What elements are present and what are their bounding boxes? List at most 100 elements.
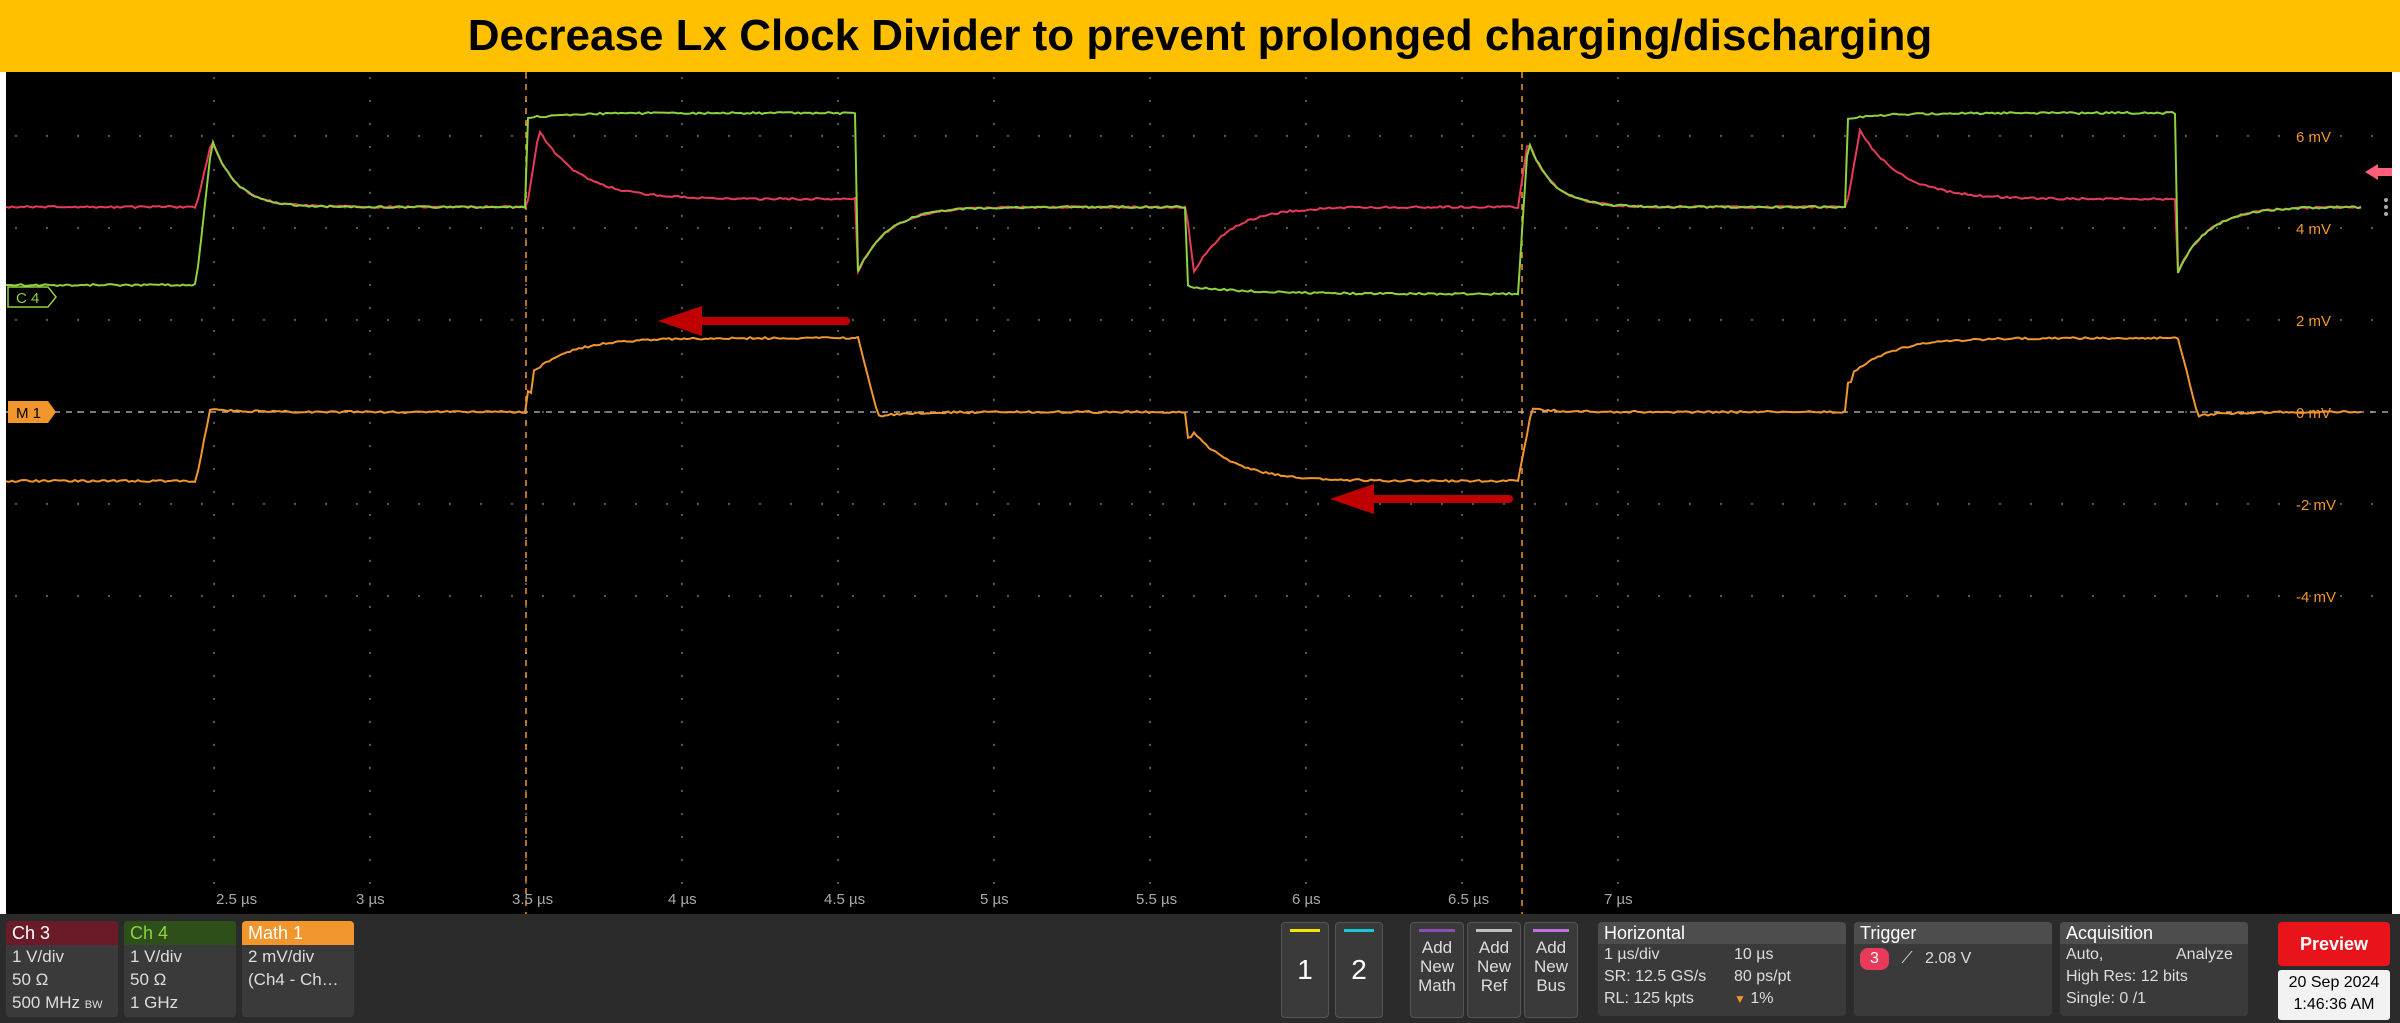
grid-dot [263,319,265,321]
grid-dot [1149,836,1151,838]
c4-marker[interactable]: C 4 [8,287,56,307]
grid-dot [1813,319,1815,321]
grid-dot [759,135,761,137]
acquisition-panel[interactable]: Acquisition Auto, Analyze High Res: 12 bi… [2060,922,2248,1016]
m1-marker[interactable]: M 1 [8,401,56,423]
grid-dot [1617,606,1619,608]
grid-dot [2278,135,2280,137]
grid-dot [294,595,296,597]
grid-dot [525,514,527,516]
grid-dot [213,192,215,194]
grid-dot [1149,77,1151,79]
grid-dot [1751,319,1753,321]
grid-dot [1627,319,1629,321]
grid-dot [294,503,296,505]
grid-dot [511,227,513,229]
grid-dot [1305,330,1307,332]
grid-dot [1503,411,1505,413]
grid-dot [852,227,854,229]
grid-dot [1461,744,1463,746]
grid-dot [573,503,575,505]
grid-dot [369,330,371,332]
voltage-tick-label: 0 mV [2296,405,2331,422]
grid-dot [387,227,389,229]
grid-dot [1689,135,1691,137]
grid-dot [1627,595,1629,597]
grid-dot [1461,307,1463,309]
grid-dot [852,135,854,137]
grid-dot [1617,836,1619,838]
trigger-level-marker[interactable] [2365,164,2392,180]
grid-dot [1813,135,1815,137]
grid-dot [2154,135,2156,137]
grid-dot [77,135,79,137]
grid-dot [449,319,451,321]
grid-dot [1069,227,1071,229]
preview-button[interactable]: Preview [2278,922,2390,966]
math1-expression: (Ch4 - Ch… [242,968,354,991]
grid-dot [1617,123,1619,125]
add-math-line-3: Math [1411,976,1463,995]
grid-dot [666,595,668,597]
grid-dot [681,445,683,447]
grid-dot [1149,790,1151,792]
grid-dot [542,503,544,505]
grid-dot [697,411,699,413]
trigger-panel[interactable]: Trigger 3 ⟋ 2.08 V [1854,922,2052,1016]
ch4-badge[interactable]: Ch 4 1 V/div 50 Ω 1 GHz [124,921,236,1017]
grid-dot [139,135,141,137]
grid-dot [1461,813,1463,815]
grid-dot [1379,227,1381,229]
grid-dot [1224,319,1226,321]
waveform-display[interactable]: 12 mV10 mV8 mV6 mV4 mV2 mV0 mV-2 mV-4 mV… [6,72,2392,914]
grid-dot [1617,583,1619,585]
grid-dot [837,422,839,424]
grid-dot [1305,790,1307,792]
grid-dot [369,123,371,125]
grid-dot [1627,135,1629,137]
add-bus-line-1: Add [1525,938,1577,957]
grid-dot [945,227,947,229]
grid-dot [1617,767,1619,769]
grid-dot [1999,503,2001,505]
acquisition-analyze: Analyze [2176,944,2233,966]
grid-dot [1149,169,1151,171]
grid-dot [837,399,839,401]
grid-dot [666,135,668,137]
grid-dot [2216,319,2218,321]
grid-dot [2185,503,2187,505]
grid-dot [2030,503,2032,505]
add-new-bus-button[interactable]: Add New Bus [1524,922,1578,1018]
grid-dot [2123,227,2125,229]
grid-dot [1379,595,1381,597]
grid-dot [1255,135,1257,137]
grid-dot [294,319,296,321]
more-vertical-icon[interactable] [2384,198,2388,216]
grid-dot [213,215,215,217]
grid-dot [213,583,215,585]
channel-2-button[interactable]: 2 [1335,922,1383,1018]
grid-dot [369,376,371,378]
c4-marker-label: C 4 [16,290,39,307]
add-new-math-button[interactable]: Add New Math [1410,922,1464,1018]
grid-dot [837,652,839,654]
grid-dot [1410,595,1412,597]
ch3-badge[interactable]: Ch 3 1 V/div 50 Ω 500 MHz BW [6,921,118,1017]
grid-dot [1286,319,1288,321]
grid-dot [1305,560,1307,562]
grid-dot [728,227,730,229]
grid-dot [213,514,215,516]
grid-dot [1565,595,1567,597]
horizontal-panel[interactable]: Horizontal 1 µs/div 10 µs SR: 12.5 GS/s 80… [1598,922,1846,1016]
grid-dot [1617,422,1619,424]
add-new-ref-button[interactable]: Add New Ref [1467,922,1521,1018]
grid-dot [883,227,885,229]
grid-dot [525,330,527,332]
grid-dot [1875,503,1877,505]
grid-dot [1617,353,1619,355]
math1-badge[interactable]: Math 1 2 mV/div (Ch4 - Ch… [242,921,354,1017]
horizontal-row-2: SR: 12.5 GS/s 80 ps/pt [1598,966,1846,988]
channel-1-button[interactable]: 1 [1281,922,1329,1018]
waveform-plot[interactable]: 12 mV10 mV8 mV6 mV4 mV2 mV0 mV-2 mV-4 mV… [6,72,2392,914]
grid-dot [1720,503,1722,505]
